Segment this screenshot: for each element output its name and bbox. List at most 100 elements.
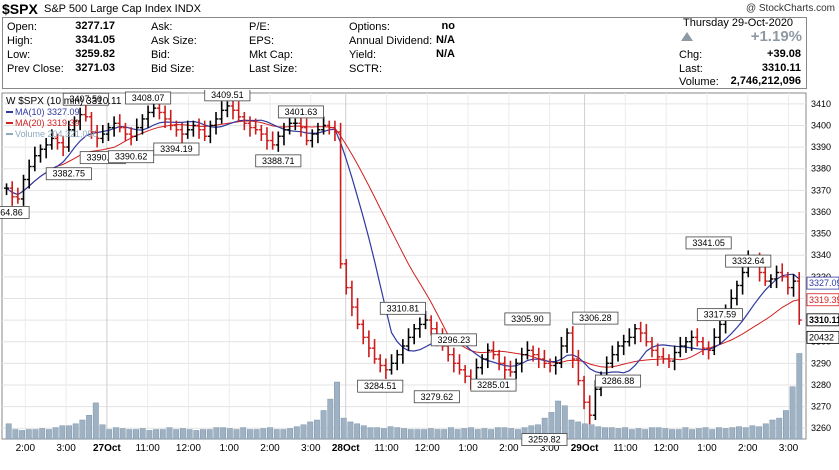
- volume-bar: [79, 419, 86, 440]
- price-annotation: 3310.81: [387, 303, 420, 313]
- high-label: High:: [7, 35, 33, 47]
- price-annotation: 3279.62: [421, 392, 454, 402]
- volume-bar: [588, 424, 595, 440]
- options-value: no: [441, 20, 455, 32]
- last-value-label: 3310.11: [809, 315, 839, 325]
- volume-bar: [434, 429, 441, 440]
- open-label: Open:: [7, 21, 37, 33]
- price-annotation: 3341.05: [692, 238, 725, 248]
- volume-bar: [39, 428, 46, 440]
- volume-bar: [66, 425, 72, 440]
- volume-bar: [334, 381, 340, 440]
- bid-label: Bid:: [151, 49, 170, 61]
- volume-bar: [220, 427, 227, 440]
- volume-bar: [159, 429, 166, 440]
- volume-bar: [380, 428, 387, 440]
- yield-value: N/A: [436, 48, 455, 60]
- quote-header: $SPX S&P 500 Large Cap Index INDX @ Stoc…: [0, 0, 839, 90]
- x-tick-label: 3:00: [301, 443, 321, 454]
- volume-bar: [354, 423, 361, 440]
- price-annotation-box: [595, 374, 642, 388]
- price-annotation-box: [62, 92, 109, 106]
- volume-bar: [655, 427, 662, 440]
- price-chart[interactable]: 3260327032803290330033103320333033403350…: [0, 88, 839, 465]
- last-value-label: 20432: [809, 332, 834, 342]
- x-tick-label: 11:00: [136, 443, 161, 454]
- price-annotation-box: [696, 308, 743, 322]
- price-annotation-box: [685, 236, 732, 250]
- y-tick-label: 3370: [811, 185, 831, 195]
- volume-bar: [45, 429, 52, 440]
- annual-dividend-value: N/A: [436, 34, 455, 46]
- volume-bar: [628, 429, 635, 440]
- x-tick-label: 12:00: [415, 443, 440, 454]
- volume-bar: [280, 429, 287, 440]
- volume-bar: [186, 429, 193, 440]
- price-annotation: 3394.19: [160, 144, 193, 154]
- volume-bar: [581, 423, 588, 440]
- price-annotation-box: [108, 150, 155, 164]
- volume-bar: [488, 429, 495, 440]
- volume-bar: [146, 430, 153, 440]
- volume-bar: [206, 429, 213, 440]
- volume-bar: [501, 427, 508, 440]
- volume-bar: [260, 428, 267, 440]
- x-tick-label: 11:00: [613, 443, 638, 454]
- volume-bar: [313, 419, 320, 440]
- volume-bar: [179, 428, 186, 440]
- volume-bar: [568, 419, 575, 440]
- volume-bar: [662, 428, 669, 440]
- volume-bar: [514, 429, 521, 440]
- x-tick-label: 2:00: [738, 443, 758, 454]
- x-tick-label: 2:00: [499, 443, 519, 454]
- price-annotation: 3286.88: [602, 376, 635, 386]
- ask-size-label: Ask Size:: [151, 35, 197, 47]
- change-percent: +1.19%: [750, 28, 802, 45]
- volume-bar: [675, 429, 682, 440]
- stockcharts-logo[interactable]: @ StockCharts.com: [745, 3, 835, 14]
- price-chart-svg[interactable]: 3260327032803290330033103320333033403350…: [0, 88, 839, 465]
- up-arrow-icon: [681, 32, 693, 41]
- volume-bar: [407, 429, 414, 440]
- price-annotation: 3306.28: [579, 313, 612, 323]
- volume-bar: [19, 430, 26, 440]
- volume-bar: [5, 423, 12, 440]
- last-value-box: [806, 293, 839, 307]
- legend-entry: MA(20) 3319.39: [15, 118, 80, 128]
- x-tick-label: 3:00: [56, 443, 76, 454]
- volume-bar: [468, 427, 474, 440]
- volume-bar: [72, 423, 79, 440]
- volume-bar: [776, 417, 783, 440]
- volume-bar: [669, 429, 675, 440]
- quote-date: Thursday 29-Oct-2020: [683, 17, 794, 29]
- volume-value: 2,746,212,096: [730, 75, 801, 87]
- y-tick-label: 3350: [811, 229, 831, 239]
- price-annotation: 3388.71: [262, 156, 295, 166]
- volume-bar: [166, 427, 173, 440]
- prev-close-label: Prev Close:: [7, 63, 64, 75]
- volume-bar: [722, 428, 729, 440]
- volume-bar: [481, 428, 488, 440]
- y-tick-label: 3390: [811, 142, 831, 152]
- volume-bar: [52, 427, 59, 440]
- volume-bar: [421, 429, 428, 440]
- price-annotation-box: [0, 206, 30, 219]
- open-value: 3277.17: [75, 20, 115, 32]
- volume-bar: [133, 429, 139, 440]
- volume-bar: [32, 429, 39, 440]
- price-annotation: 3285.01: [477, 380, 510, 390]
- last-size-label: Last Size:: [249, 63, 298, 75]
- prev-close-value: 3271.03: [75, 62, 115, 74]
- volume-bar: [749, 425, 756, 440]
- price-annotation-box: [277, 105, 324, 119]
- price-annotation: 3364.86: [0, 207, 23, 217]
- price-annotation-box: [430, 333, 477, 347]
- volume-label: Volume:: [679, 76, 719, 88]
- volume-bar: [126, 429, 133, 440]
- x-tick-label: 29Oct: [571, 443, 599, 454]
- volume-bar: [240, 427, 247, 440]
- volume-bar: [387, 426, 394, 440]
- volume-bar: [622, 427, 629, 440]
- volume-bar: [695, 428, 702, 440]
- y-tick-label: 3260: [811, 423, 831, 433]
